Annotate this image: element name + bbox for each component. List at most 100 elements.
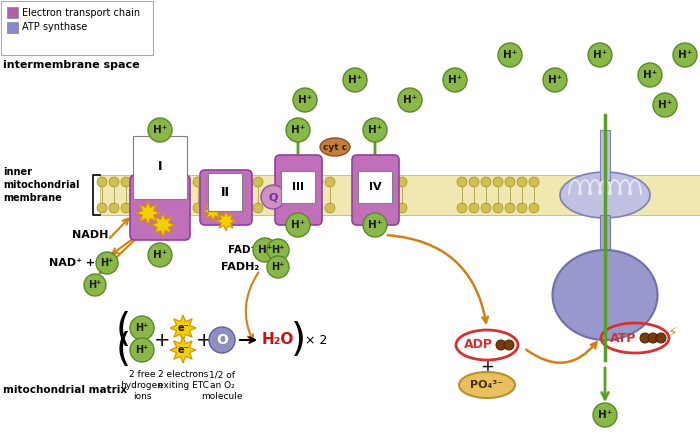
Circle shape (343, 68, 367, 92)
FancyBboxPatch shape (352, 155, 399, 225)
Text: ): ) (290, 321, 306, 359)
Text: H⁺: H⁺ (678, 50, 692, 60)
Text: H⁺: H⁺ (272, 245, 285, 255)
Text: H₂O: H₂O (262, 332, 294, 347)
Circle shape (253, 177, 263, 187)
Text: +: + (480, 358, 494, 376)
Text: H⁺: H⁺ (643, 70, 657, 80)
Text: III: III (292, 182, 304, 192)
Text: I: I (158, 160, 162, 173)
Text: H⁺: H⁺ (598, 410, 612, 420)
Circle shape (529, 177, 539, 187)
Circle shape (325, 203, 335, 213)
Ellipse shape (459, 372, 515, 398)
Bar (600, 130, 610, 180)
Circle shape (261, 185, 285, 209)
FancyBboxPatch shape (1, 1, 153, 55)
Circle shape (673, 43, 697, 67)
Text: H⁺: H⁺ (258, 245, 272, 255)
Text: H⁺: H⁺ (135, 345, 148, 355)
Text: Q: Q (268, 192, 278, 202)
Circle shape (286, 118, 310, 142)
Text: ATP synthase: ATP synthase (22, 22, 88, 32)
Circle shape (397, 177, 407, 187)
Circle shape (96, 252, 118, 274)
Text: +: + (196, 331, 212, 350)
Circle shape (457, 203, 467, 213)
Text: × 2: × 2 (304, 333, 327, 346)
Circle shape (469, 177, 479, 187)
Text: H⁺: H⁺ (100, 258, 113, 268)
Text: H⁺: H⁺ (298, 95, 312, 105)
Circle shape (121, 177, 131, 187)
Circle shape (457, 177, 467, 187)
Circle shape (398, 88, 422, 112)
FancyBboxPatch shape (135, 140, 185, 185)
Circle shape (97, 177, 107, 187)
Circle shape (385, 177, 395, 187)
Circle shape (397, 203, 407, 213)
Circle shape (648, 333, 658, 343)
Ellipse shape (552, 250, 657, 340)
Text: intermembrane space: intermembrane space (3, 60, 139, 70)
Text: NAD⁺ +: NAD⁺ + (49, 258, 95, 268)
Ellipse shape (560, 172, 650, 218)
Circle shape (193, 203, 203, 213)
Circle shape (543, 68, 567, 92)
Text: H⁺: H⁺ (593, 50, 607, 60)
Text: H⁺: H⁺ (368, 220, 382, 230)
Circle shape (148, 118, 172, 142)
Circle shape (109, 203, 119, 213)
Circle shape (443, 68, 467, 92)
Bar (7, 7, 18, 18)
Circle shape (481, 203, 491, 213)
Polygon shape (216, 211, 236, 231)
Circle shape (267, 256, 289, 278)
Circle shape (286, 213, 310, 237)
Text: H⁺: H⁺ (548, 75, 562, 85)
Circle shape (469, 203, 479, 213)
Text: 2 free
hydrogen
ions: 2 free hydrogen ions (120, 370, 164, 401)
Circle shape (130, 316, 154, 340)
Circle shape (493, 177, 503, 187)
Text: (: ( (116, 331, 131, 369)
Text: (: ( (116, 311, 131, 349)
Polygon shape (170, 315, 196, 341)
Text: Electron transport chain: Electron transport chain (22, 7, 140, 18)
FancyBboxPatch shape (130, 175, 190, 240)
Text: II: II (220, 186, 230, 198)
Circle shape (385, 203, 395, 213)
Text: H⁺: H⁺ (348, 75, 362, 85)
Circle shape (130, 338, 154, 362)
Circle shape (193, 177, 203, 187)
Circle shape (505, 177, 515, 187)
Bar (7, 22, 18, 33)
Circle shape (593, 403, 617, 427)
Text: FADH₂: FADH₂ (221, 262, 259, 272)
Text: PO₄³⁻: PO₄³⁻ (470, 380, 503, 390)
Text: H⁺: H⁺ (291, 125, 305, 135)
Text: H⁺: H⁺ (403, 95, 417, 105)
Text: mitochondrial matrix: mitochondrial matrix (3, 385, 127, 395)
Circle shape (363, 213, 387, 237)
Text: 1/2 of
an O₂
molecule: 1/2 of an O₂ molecule (202, 370, 243, 401)
Circle shape (109, 177, 119, 187)
Circle shape (313, 177, 323, 187)
Circle shape (640, 333, 650, 343)
Text: H⁺: H⁺ (658, 100, 672, 110)
Circle shape (588, 43, 612, 67)
Circle shape (325, 177, 335, 187)
FancyBboxPatch shape (200, 170, 252, 225)
Text: H⁺: H⁺ (448, 75, 462, 85)
Text: e⁻: e⁻ (177, 323, 189, 333)
Circle shape (529, 203, 539, 213)
Polygon shape (151, 213, 175, 237)
Text: H⁺: H⁺ (272, 262, 285, 272)
Circle shape (638, 63, 662, 87)
Text: e⁻: e⁻ (177, 345, 189, 355)
Text: inner
mitochondrial
membrane: inner mitochondrial membrane (3, 167, 80, 203)
Circle shape (481, 177, 491, 187)
Text: ⚡: ⚡ (668, 326, 678, 340)
Text: ADP: ADP (463, 339, 493, 352)
Text: H⁺: H⁺ (153, 250, 167, 260)
